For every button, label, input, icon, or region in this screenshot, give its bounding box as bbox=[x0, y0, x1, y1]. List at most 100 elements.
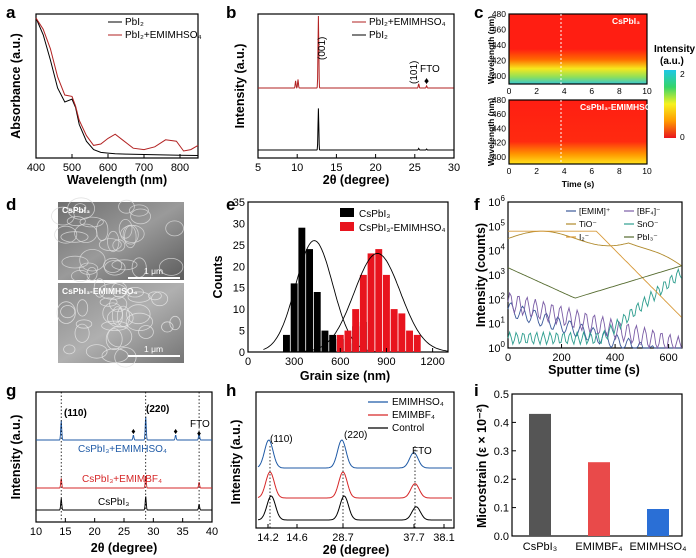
sem-grain-57 bbox=[93, 278, 106, 298]
b-xtick-4: 25 bbox=[409, 162, 421, 174]
e-xtick-0: 0 bbox=[245, 356, 251, 368]
series-a-0 bbox=[35, 17, 199, 156]
sem-grain-44 bbox=[114, 347, 137, 368]
e-ytick-2: 10 bbox=[233, 304, 245, 316]
f-ytick-1: 101 bbox=[488, 316, 505, 331]
legend-f-4: I₂⁻ bbox=[579, 232, 590, 242]
f-ytick-0: 100 bbox=[488, 340, 505, 355]
c-ytick-0-4: 480 bbox=[492, 9, 506, 19]
sem-grain-21 bbox=[74, 223, 98, 243]
legend-f-2: TiO⁻ bbox=[579, 219, 597, 229]
legend-b-0: PbI₂+EMIMHSO₄ bbox=[369, 17, 446, 28]
sem-grain-15 bbox=[165, 220, 184, 237]
series-g-0 bbox=[36, 416, 212, 441]
sem-grain-9 bbox=[118, 219, 133, 239]
g-xtick-2: 20 bbox=[89, 526, 101, 538]
legend-h-2: Control bbox=[392, 423, 424, 434]
colorbar-max: 2 bbox=[680, 69, 685, 79]
legend-a-1: PbI₂+EMIMHSO₄ bbox=[125, 30, 202, 41]
sem-grain-3 bbox=[128, 204, 149, 217]
scalebar-bottom-label: 1 μm bbox=[144, 344, 163, 354]
e-ytick-7: 35 bbox=[233, 197, 245, 209]
colorbar-min: 0 bbox=[680, 132, 685, 142]
i-ytick-0: 0.0 bbox=[494, 531, 509, 543]
sem-grain-texture bbox=[51, 197, 184, 368]
c-xtick-0-0: 0 bbox=[507, 86, 512, 96]
annotation-b-001: (001) bbox=[317, 37, 328, 60]
sem-grain-13 bbox=[66, 216, 86, 227]
a-xtick-0: 400 bbox=[27, 162, 45, 174]
c-xtick-1-1: 2 bbox=[534, 166, 539, 176]
panel-f-legend: [EMIM]⁺ [BF₄]⁻ TiO⁻ SnO⁻ I₂⁻ PbI₃⁻ bbox=[566, 206, 661, 242]
scalebar-top-label: 1 μm bbox=[144, 266, 163, 276]
sem-grain-48 bbox=[56, 301, 76, 324]
c-xtick-1-3: 6 bbox=[589, 166, 594, 176]
panel-letter-e: e bbox=[226, 195, 235, 214]
sem-grain-19 bbox=[159, 257, 184, 276]
sem-grain-20 bbox=[118, 199, 135, 214]
sem-grain-55 bbox=[161, 321, 174, 333]
bar-e-1-10 bbox=[413, 334, 421, 352]
bar-e-1-4 bbox=[367, 253, 375, 352]
c-ytick-1-3: 460 bbox=[492, 109, 506, 119]
sem-grain-26 bbox=[51, 206, 75, 226]
trace-label-g-1: CsPbI₃+EMIMBF₄ bbox=[82, 474, 162, 485]
b-xtick-0: 5 bbox=[255, 162, 261, 174]
f-ytick-exp-4: 4 bbox=[501, 243, 506, 252]
legend-swatch-e-0 bbox=[340, 208, 354, 217]
e-ytick-3: 15 bbox=[233, 283, 245, 295]
panel-letter-c: c bbox=[474, 3, 483, 22]
panel-h-plot bbox=[257, 439, 452, 528]
panel-a-xticks: 400 500 600 700 800 bbox=[27, 154, 189, 174]
bar-i-0 bbox=[529, 413, 551, 536]
panel-f-xlabel: Sputter time (s) bbox=[548, 363, 640, 377]
sem-grain-24 bbox=[104, 260, 126, 276]
h-xtick-3: 37.7 bbox=[403, 532, 424, 544]
panel-a-xlabel: Wavelength (nm) bbox=[67, 173, 167, 187]
series-f-5 bbox=[507, 265, 682, 299]
legend-f-0: [EMIM]⁺ bbox=[579, 206, 611, 216]
panel-b-ylabel: Intensity (a.u.) bbox=[233, 44, 247, 129]
series-f-0 bbox=[507, 302, 682, 349]
h-xtick-2: 28.7 bbox=[332, 532, 353, 544]
bar-e-1-8 bbox=[398, 313, 406, 352]
series-h-2 bbox=[257, 495, 452, 521]
legend-swatch-e-1 bbox=[340, 222, 354, 231]
panel-letter-h: h bbox=[226, 381, 236, 400]
annotation-b-101: (101) bbox=[409, 61, 420, 84]
sem-grain-49 bbox=[127, 291, 151, 303]
e-ytick-0: 0 bbox=[239, 347, 245, 359]
f-xtick-2: 400 bbox=[606, 352, 624, 364]
c-xtick-1-4: 8 bbox=[617, 166, 622, 176]
bar-e-0-3 bbox=[306, 249, 313, 352]
sem-grain-46 bbox=[126, 304, 151, 325]
sem-grain-22 bbox=[86, 266, 98, 281]
panel-i-ylabel: Microstrain (ε × 10⁻²) bbox=[475, 404, 489, 528]
sem-grain-32 bbox=[147, 291, 162, 301]
panel-a-ylabel: Absorbance (a.u.) bbox=[9, 33, 23, 139]
panel-f-ylabel: Intensity (counts) bbox=[474, 223, 488, 327]
bar-e-0-1 bbox=[290, 283, 298, 352]
panel-b-frame bbox=[257, 13, 455, 159]
sem-grain-35 bbox=[105, 328, 123, 351]
sem-grain-41 bbox=[125, 312, 153, 331]
panel-c-ylabel-bottom: Wavelength (nm) bbox=[486, 98, 496, 166]
sem-grain-31 bbox=[60, 305, 76, 319]
annotation-g-110: (110) bbox=[64, 408, 87, 419]
c-xtick-0-2: 4 bbox=[562, 86, 567, 96]
sem-grain-56 bbox=[109, 295, 128, 312]
sem-grain-7 bbox=[98, 238, 122, 252]
heatmap-c-top bbox=[509, 14, 647, 84]
a-xtick-4: 800 bbox=[171, 162, 189, 174]
c-ytick-1-4: 480 bbox=[492, 95, 506, 105]
legend-a-0: PbI₂ bbox=[125, 17, 144, 28]
f-ytick-exp-0: 0 bbox=[501, 340, 506, 349]
sem-grain-38 bbox=[76, 299, 89, 317]
panel-c-ylabel-top: Wavelength (nm) bbox=[486, 16, 496, 84]
sem-grain-58 bbox=[101, 320, 129, 331]
trace-label-g-2: CsPbI₃ bbox=[98, 497, 129, 508]
e-xtick-4: 1200 bbox=[420, 356, 444, 368]
i-category-1: EMIMBF₄ bbox=[575, 541, 623, 553]
panel-a-frame bbox=[35, 13, 199, 159]
